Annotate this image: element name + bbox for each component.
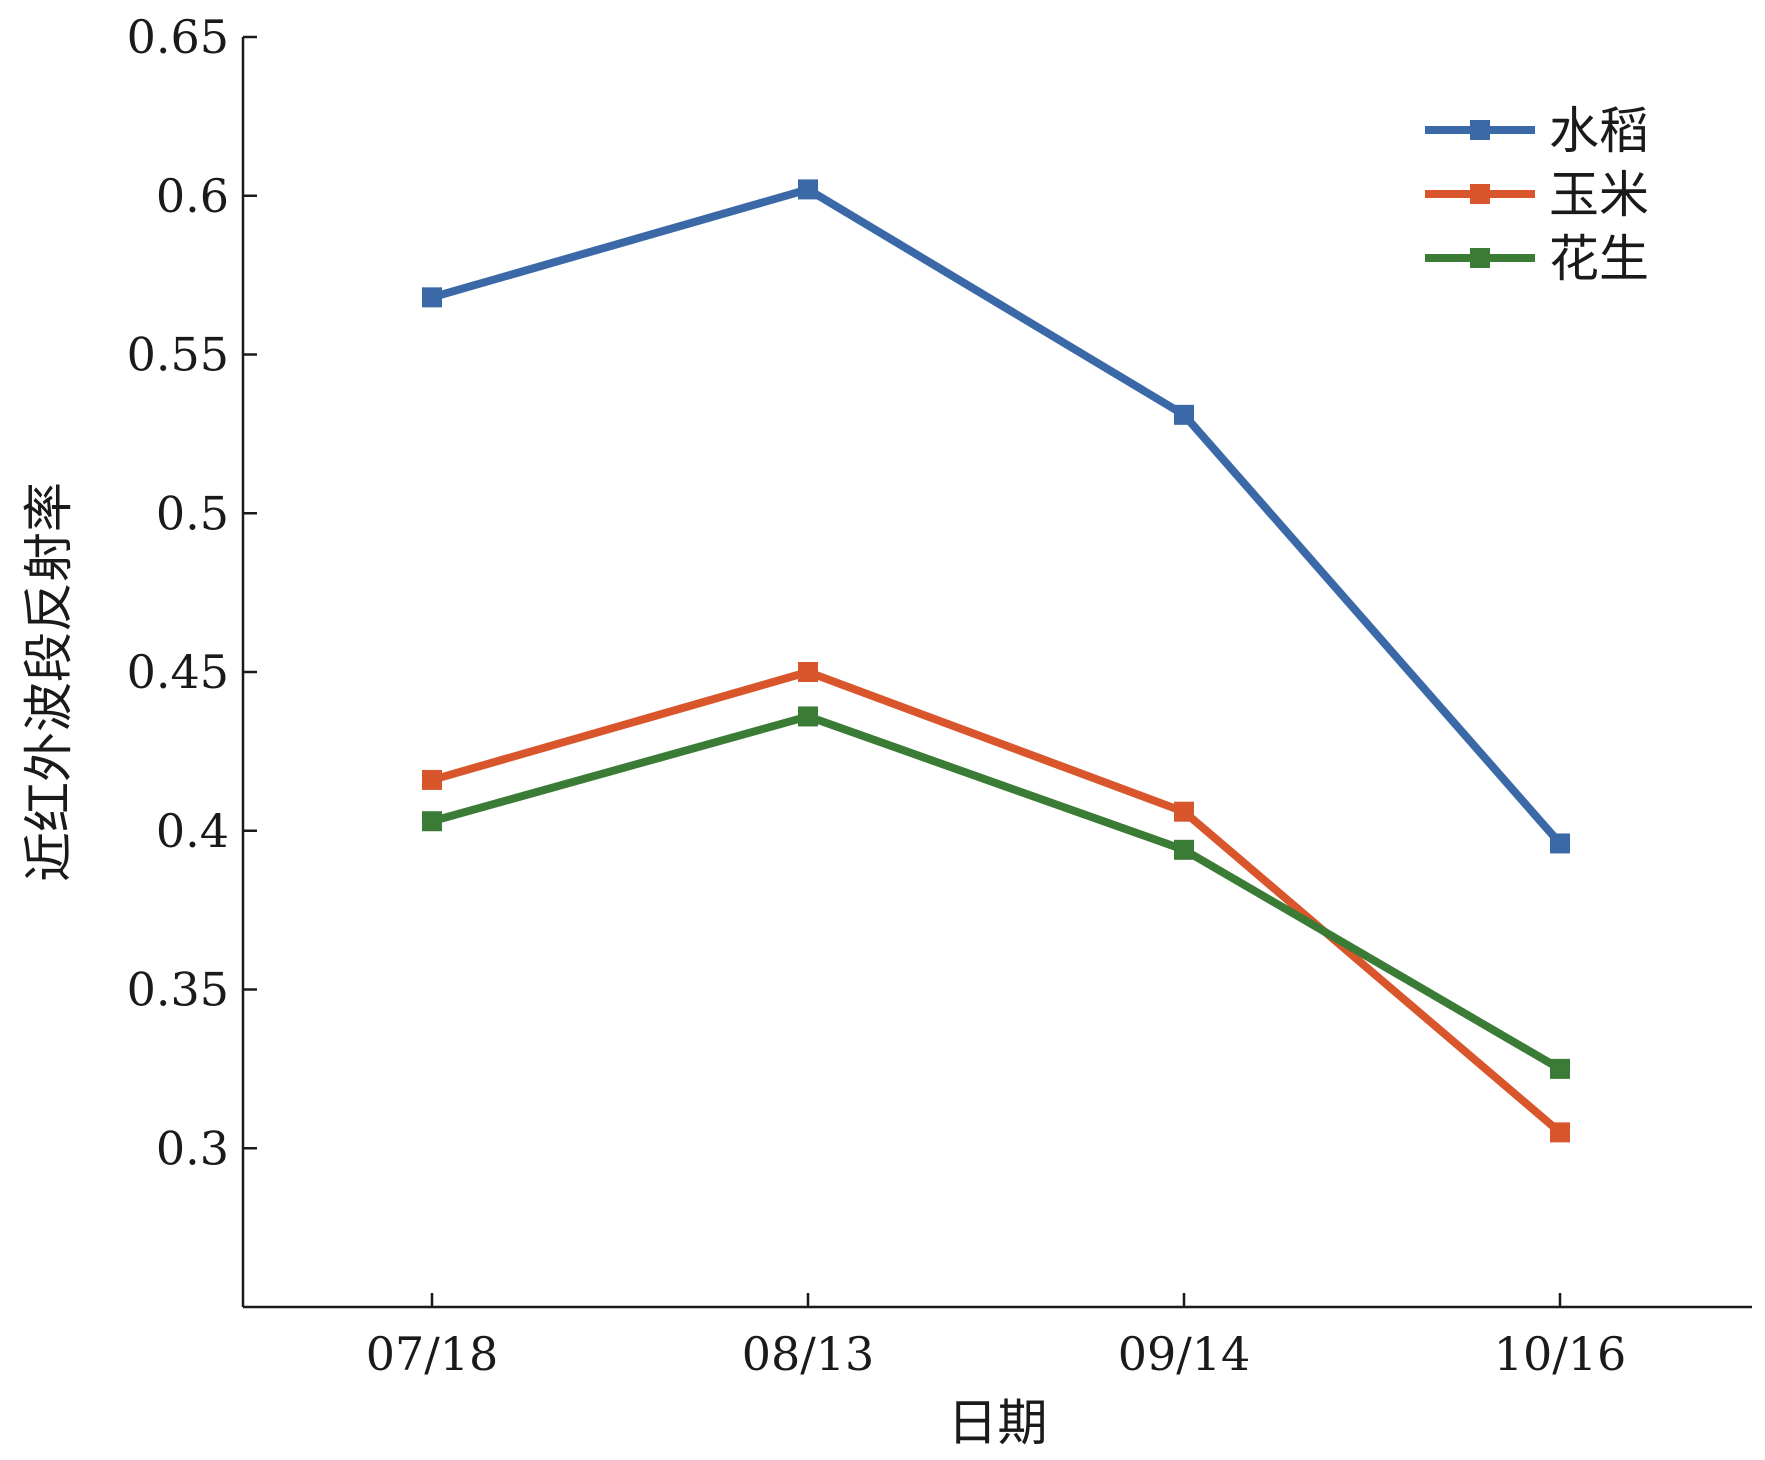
legend-label: 玉米 bbox=[1549, 166, 1649, 224]
series-line bbox=[430, 185, 1564, 847]
y-tick-label: 0.4 bbox=[156, 804, 229, 858]
data-point-marker bbox=[798, 706, 818, 727]
legend-swatch-marker bbox=[1470, 248, 1490, 268]
legend-item: 玉米 bbox=[1425, 166, 1649, 224]
legend-item: 花生 bbox=[1425, 230, 1649, 288]
data-point-marker bbox=[1550, 1122, 1570, 1143]
x-tick-label: 08/13 bbox=[742, 1327, 875, 1381]
data-point-marker bbox=[1550, 833, 1570, 854]
x-axis-ticks: 07/18 08/13 09/14 10/16 bbox=[366, 1293, 1627, 1381]
y-tick-label: 0.65 bbox=[127, 10, 229, 64]
legend-swatch-marker bbox=[1470, 184, 1490, 204]
data-point-marker bbox=[1550, 1058, 1570, 1079]
x-tick-label: 10/16 bbox=[1494, 1327, 1627, 1381]
series-layer bbox=[422, 179, 1570, 1143]
data-point-marker bbox=[1174, 839, 1194, 860]
legend-swatch-marker bbox=[1470, 120, 1490, 140]
x-tick-label: 07/18 bbox=[366, 1327, 499, 1381]
data-point-marker bbox=[798, 179, 818, 200]
data-point-marker bbox=[422, 811, 442, 832]
y-tick-label: 0.45 bbox=[127, 645, 229, 699]
series-3 bbox=[422, 706, 1570, 1079]
series-1 bbox=[422, 179, 1570, 854]
legend-label: 水稻 bbox=[1549, 102, 1649, 160]
x-axis-title: 日期 bbox=[948, 1394, 1048, 1452]
data-point-marker bbox=[422, 287, 442, 308]
y-tick-label: 0.35 bbox=[127, 963, 229, 1017]
x-tick-label: 09/14 bbox=[1118, 1327, 1251, 1381]
data-point-marker bbox=[422, 769, 442, 790]
legend-label: 花生 bbox=[1549, 230, 1649, 288]
series-line bbox=[430, 712, 1563, 1073]
y-tick-label: 0.6 bbox=[156, 169, 229, 223]
series-2 bbox=[422, 662, 1570, 1143]
series-line bbox=[430, 668, 1563, 1136]
data-point-marker bbox=[798, 662, 818, 682]
data-point-marker bbox=[1174, 801, 1194, 822]
y-axis-title: 近红外波段反射率 bbox=[20, 482, 78, 882]
legend-item: 水稻 bbox=[1425, 102, 1649, 160]
data-point-marker bbox=[1174, 404, 1194, 425]
y-tick-label: 0.3 bbox=[156, 1121, 229, 1175]
y-tick-label: 0.5 bbox=[156, 486, 229, 540]
y-axis-ticks: 0.3 0.35 0.4 0.45 0.5 0.55 0.6 0.65 bbox=[127, 10, 257, 1175]
y-tick-label: 0.55 bbox=[127, 328, 229, 382]
axes bbox=[241, 37, 1752, 1309]
